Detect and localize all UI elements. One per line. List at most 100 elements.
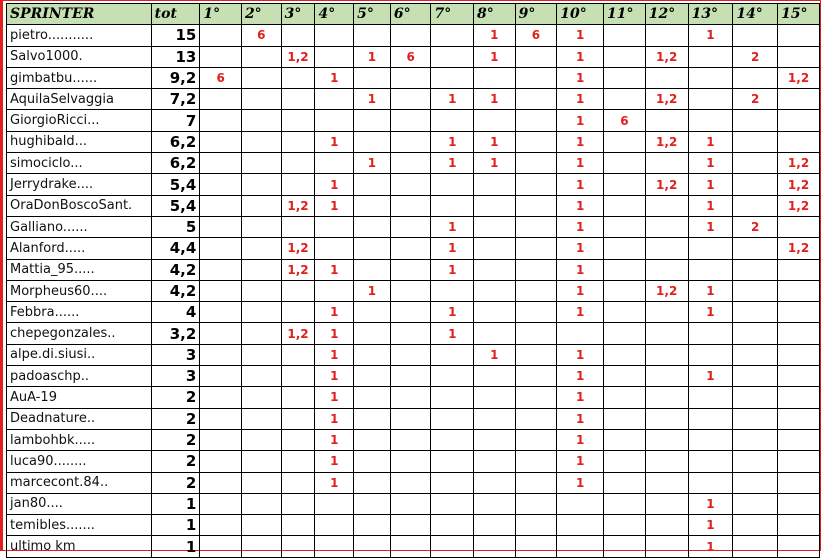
stage-11-cell[interactable]: [602, 279, 646, 303]
stage-7-cell[interactable]: 1: [430, 237, 475, 260]
total-cell[interactable]: 5,4: [150, 194, 201, 217]
stage-3-cell[interactable]: [280, 428, 316, 452]
total-cell[interactable]: 3: [150, 365, 201, 388]
stage-11-cell[interactable]: [602, 215, 646, 239]
stage-9-cell[interactable]: [514, 215, 558, 239]
stage-9-cell[interactable]: [514, 45, 558, 68]
stage-10-cell[interactable]: 1: [556, 152, 604, 175]
stage-4-cell[interactable]: [314, 535, 355, 558]
header-stage-15[interactable]: 15°: [777, 2, 820, 26]
stage-12-cell[interactable]: [644, 471, 689, 494]
stage-6-cell[interactable]: [389, 301, 432, 324]
stage-4-cell[interactable]: 1: [314, 130, 355, 154]
rider-name-cell[interactable]: AuA-19: [6, 386, 152, 409]
stage-15-cell[interactable]: [777, 471, 820, 494]
rider-name-cell[interactable]: luca90........: [6, 450, 152, 473]
stage-9-cell[interactable]: [514, 428, 558, 452]
stage-4-cell[interactable]: 1: [314, 258, 355, 281]
stage-4-cell[interactable]: 1: [314, 301, 355, 324]
stage-14-cell[interactable]: [732, 194, 779, 217]
stage-7-cell[interactable]: [430, 24, 475, 47]
stage-14-cell[interactable]: [732, 109, 779, 132]
stage-10-cell[interactable]: 1: [556, 407, 604, 430]
stage-14-cell[interactable]: [732, 237, 779, 260]
stage-8-cell[interactable]: [473, 258, 516, 281]
rider-name-cell[interactable]: Alanford.....: [6, 237, 152, 260]
stage-13-cell[interactable]: 1: [687, 130, 734, 154]
rider-name-cell[interactable]: temibles.......: [6, 514, 152, 537]
rider-name-cell[interactable]: AquilaSelvaggia: [6, 88, 152, 111]
total-cell[interactable]: 2: [150, 450, 201, 473]
stage-14-cell[interactable]: [732, 343, 779, 367]
stage-1-cell[interactable]: [199, 279, 242, 303]
stage-2-cell[interactable]: [240, 428, 282, 452]
stage-6-cell[interactable]: [389, 24, 432, 47]
stage-15-cell[interactable]: 1,2: [777, 173, 820, 196]
stage-5-cell[interactable]: 1: [353, 279, 391, 303]
stage-15-cell[interactable]: [777, 514, 820, 537]
stage-8-cell[interactable]: [473, 279, 516, 303]
stage-10-cell[interactable]: [556, 492, 604, 516]
stage-15-cell[interactable]: [777, 301, 820, 324]
stage-6-cell[interactable]: [389, 365, 432, 388]
total-cell[interactable]: 4,2: [150, 258, 201, 281]
stage-6-cell[interactable]: [389, 407, 432, 430]
stage-14-cell[interactable]: 2: [732, 45, 779, 68]
stage-13-cell[interactable]: 1: [687, 365, 734, 388]
stage-13-cell[interactable]: [687, 428, 734, 452]
stage-3-cell[interactable]: [280, 450, 316, 473]
stage-12-cell[interactable]: [644, 322, 689, 345]
stage-7-cell[interactable]: [430, 535, 475, 558]
stage-3-cell[interactable]: [280, 301, 316, 324]
stage-15-cell[interactable]: [777, 24, 820, 47]
stage-1-cell[interactable]: [199, 535, 242, 558]
rider-name-cell[interactable]: pietro...........: [6, 24, 152, 47]
header-stage-7[interactable]: 7°: [430, 2, 475, 26]
total-cell[interactable]: 7: [150, 109, 201, 132]
stage-5-cell[interactable]: 1: [353, 45, 391, 68]
stage-13-cell[interactable]: [687, 407, 734, 430]
stage-14-cell[interactable]: [732, 407, 779, 430]
stage-11-cell[interactable]: [602, 343, 646, 367]
stage-8-cell[interactable]: [473, 215, 516, 239]
stage-13-cell[interactable]: [687, 450, 734, 473]
header-stage-13[interactable]: 13°: [687, 2, 734, 26]
stage-13-cell[interactable]: [687, 109, 734, 132]
stage-10-cell[interactable]: 1: [556, 386, 604, 409]
stage-7-cell[interactable]: [430, 428, 475, 452]
stage-6-cell[interactable]: [389, 471, 432, 494]
stage-5-cell[interactable]: [353, 237, 391, 260]
stage-9-cell[interactable]: [514, 194, 558, 217]
stage-9-cell[interactable]: [514, 258, 558, 281]
stage-8-cell[interactable]: [473, 407, 516, 430]
stage-3-cell[interactable]: 1,2: [280, 258, 316, 281]
stage-4-cell[interactable]: [314, 45, 355, 68]
stage-8-cell[interactable]: 1: [473, 45, 516, 68]
header-stage-9[interactable]: 9°: [514, 2, 558, 26]
stage-11-cell[interactable]: [602, 322, 646, 345]
stage-5-cell[interactable]: [353, 386, 391, 409]
stage-2-cell[interactable]: [240, 130, 282, 154]
stage-13-cell[interactable]: [687, 237, 734, 260]
stage-8-cell[interactable]: [473, 428, 516, 452]
stage-1-cell[interactable]: [199, 215, 242, 239]
stage-10-cell[interactable]: 1: [556, 258, 604, 281]
stage-12-cell[interactable]: [644, 66, 689, 90]
stage-4-cell[interactable]: [314, 88, 355, 111]
stage-11-cell[interactable]: [602, 514, 646, 537]
header-stage-4[interactable]: 4°: [314, 2, 355, 26]
stage-9-cell[interactable]: [514, 237, 558, 260]
rider-name-cell[interactable]: jan80....: [6, 492, 152, 516]
stage-1-cell[interactable]: [199, 386, 242, 409]
stage-7-cell[interactable]: [430, 514, 475, 537]
total-cell[interactable]: 5,4: [150, 173, 201, 196]
stage-9-cell[interactable]: [514, 88, 558, 111]
stage-5-cell[interactable]: [353, 322, 391, 345]
stage-2-cell[interactable]: [240, 492, 282, 516]
stage-11-cell[interactable]: [602, 535, 646, 558]
stage-14-cell[interactable]: 2: [732, 88, 779, 111]
total-cell[interactable]: 1: [150, 514, 201, 537]
rider-name-cell[interactable]: hughibald...: [6, 130, 152, 154]
stage-12-cell[interactable]: 1,2: [644, 130, 689, 154]
rider-name-cell[interactable]: OraDonBoscoSant.: [6, 194, 152, 217]
